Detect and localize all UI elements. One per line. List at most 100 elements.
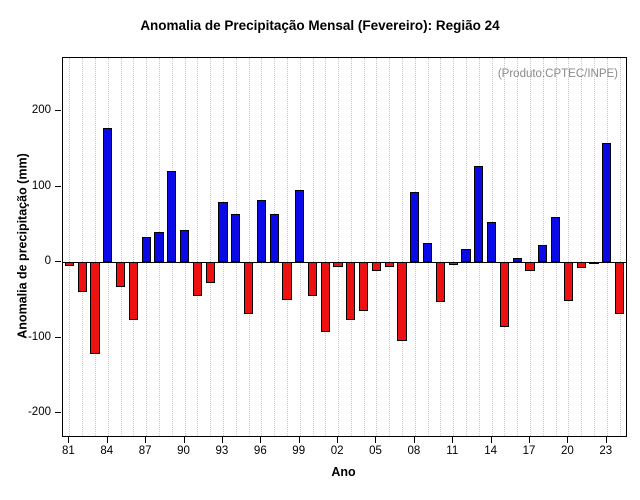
bar-15: [499, 262, 510, 328]
x-tick-mark: [260, 437, 262, 443]
gridline: [363, 58, 365, 436]
source-annotation: (Produto:CPTEC/INPE): [497, 68, 618, 80]
y-tick-mark: [55, 185, 61, 187]
bar-17: [525, 262, 535, 272]
x-tick-mark: [183, 437, 185, 443]
gridline: [325, 58, 327, 436]
bar-05: [371, 262, 382, 272]
gridline: [133, 58, 135, 436]
gridline: [94, 58, 96, 436]
bar-12: [461, 248, 471, 263]
y-tick-mark: [55, 261, 61, 263]
bar-09: [423, 243, 433, 263]
x-tick-mark: [106, 437, 108, 443]
x-tick-label: 93: [215, 445, 229, 457]
gridline: [350, 58, 352, 436]
bar-85: [115, 262, 126, 288]
gridline: [312, 58, 314, 436]
bar-82: [77, 262, 87, 293]
gridline: [210, 58, 212, 436]
bar-83: [90, 262, 100, 355]
x-tick-label: 14: [484, 445, 498, 457]
bar-23: [602, 142, 612, 263]
gridline: [530, 58, 532, 436]
bar-04: [359, 262, 369, 312]
bar-14: [487, 222, 497, 263]
y-axis-title: Anomalia de precipitação (mm): [15, 153, 30, 339]
y-tick-mark: [55, 412, 61, 414]
y-tick-label: -100: [27, 330, 51, 343]
bar-10: [435, 262, 446, 303]
bar-89: [167, 171, 177, 263]
x-tick-label: 90: [177, 445, 190, 457]
x-tick-label: 96: [253, 445, 267, 457]
bar-91: [192, 262, 202, 297]
x-tick-mark: [413, 437, 415, 443]
gridline: [82, 58, 84, 436]
bar-99: [295, 190, 305, 263]
bar-03: [346, 262, 356, 320]
x-tick-label: 23: [599, 445, 613, 457]
x-axis-title: Ano: [331, 465, 356, 479]
x-tick-label: 84: [100, 445, 114, 457]
gridline: [517, 58, 519, 436]
gridline: [466, 58, 468, 436]
x-tick-label: 02: [330, 445, 344, 457]
y-tick-mark: [55, 336, 61, 338]
x-tick-mark: [605, 437, 607, 443]
x-tick-label: 11: [446, 445, 459, 457]
x-tick-label: 05: [369, 445, 382, 457]
bar-13: [474, 166, 484, 263]
y-tick-label: 0: [44, 255, 51, 268]
bar-94: [231, 214, 241, 263]
bar-84: [103, 127, 113, 263]
x-tick-mark: [375, 437, 377, 443]
x-tick-mark: [221, 437, 223, 443]
bar-87: [141, 237, 151, 263]
bar-07: [397, 262, 407, 342]
bar-88: [154, 231, 164, 263]
plot-area: (Produto:CPTEC/INPE): [62, 57, 627, 437]
bar-24: [614, 262, 625, 314]
bar-98: [282, 262, 292, 300]
gridline: [568, 58, 570, 436]
gridline: [69, 58, 71, 436]
bar-08: [410, 191, 420, 263]
y-tick-label: 100: [31, 179, 51, 192]
gridline: [504, 58, 506, 436]
x-tick-label: 20: [561, 445, 574, 457]
x-tick-mark: [567, 437, 569, 443]
x-tick-mark: [145, 437, 147, 443]
gridline: [402, 58, 404, 436]
x-tick-label: 17: [522, 445, 536, 457]
gridline: [389, 58, 391, 436]
gridline: [376, 58, 378, 436]
gridline: [453, 58, 455, 436]
chart-title: Anomalia de Precipitação Mensal (Feverei…: [140, 18, 500, 33]
bar-00: [307, 262, 318, 297]
gridline: [120, 58, 122, 436]
gridline: [581, 58, 583, 436]
x-tick-mark: [298, 437, 300, 443]
bar-20: [563, 262, 574, 302]
bar-93: [218, 201, 228, 263]
bar-96: [256, 200, 266, 263]
bar-97: [269, 213, 279, 263]
y-tick-label: -200: [27, 406, 51, 419]
bar-19: [551, 216, 561, 263]
bar-16: [512, 258, 522, 263]
bar-18: [538, 245, 548, 263]
x-tick-label: 81: [61, 445, 75, 457]
zero-baseline: [63, 262, 626, 264]
x-tick-label: 08: [407, 445, 421, 457]
bar-95: [243, 262, 254, 314]
bar-86: [128, 262, 138, 320]
x-tick-label: 87: [138, 445, 152, 457]
bar-90: [179, 229, 190, 263]
gridline: [286, 58, 288, 436]
x-tick-label: 99: [292, 445, 306, 457]
y-tick-mark: [55, 109, 61, 111]
x-tick-mark: [68, 437, 70, 443]
x-tick-mark: [490, 437, 492, 443]
x-tick-mark: [452, 437, 454, 443]
